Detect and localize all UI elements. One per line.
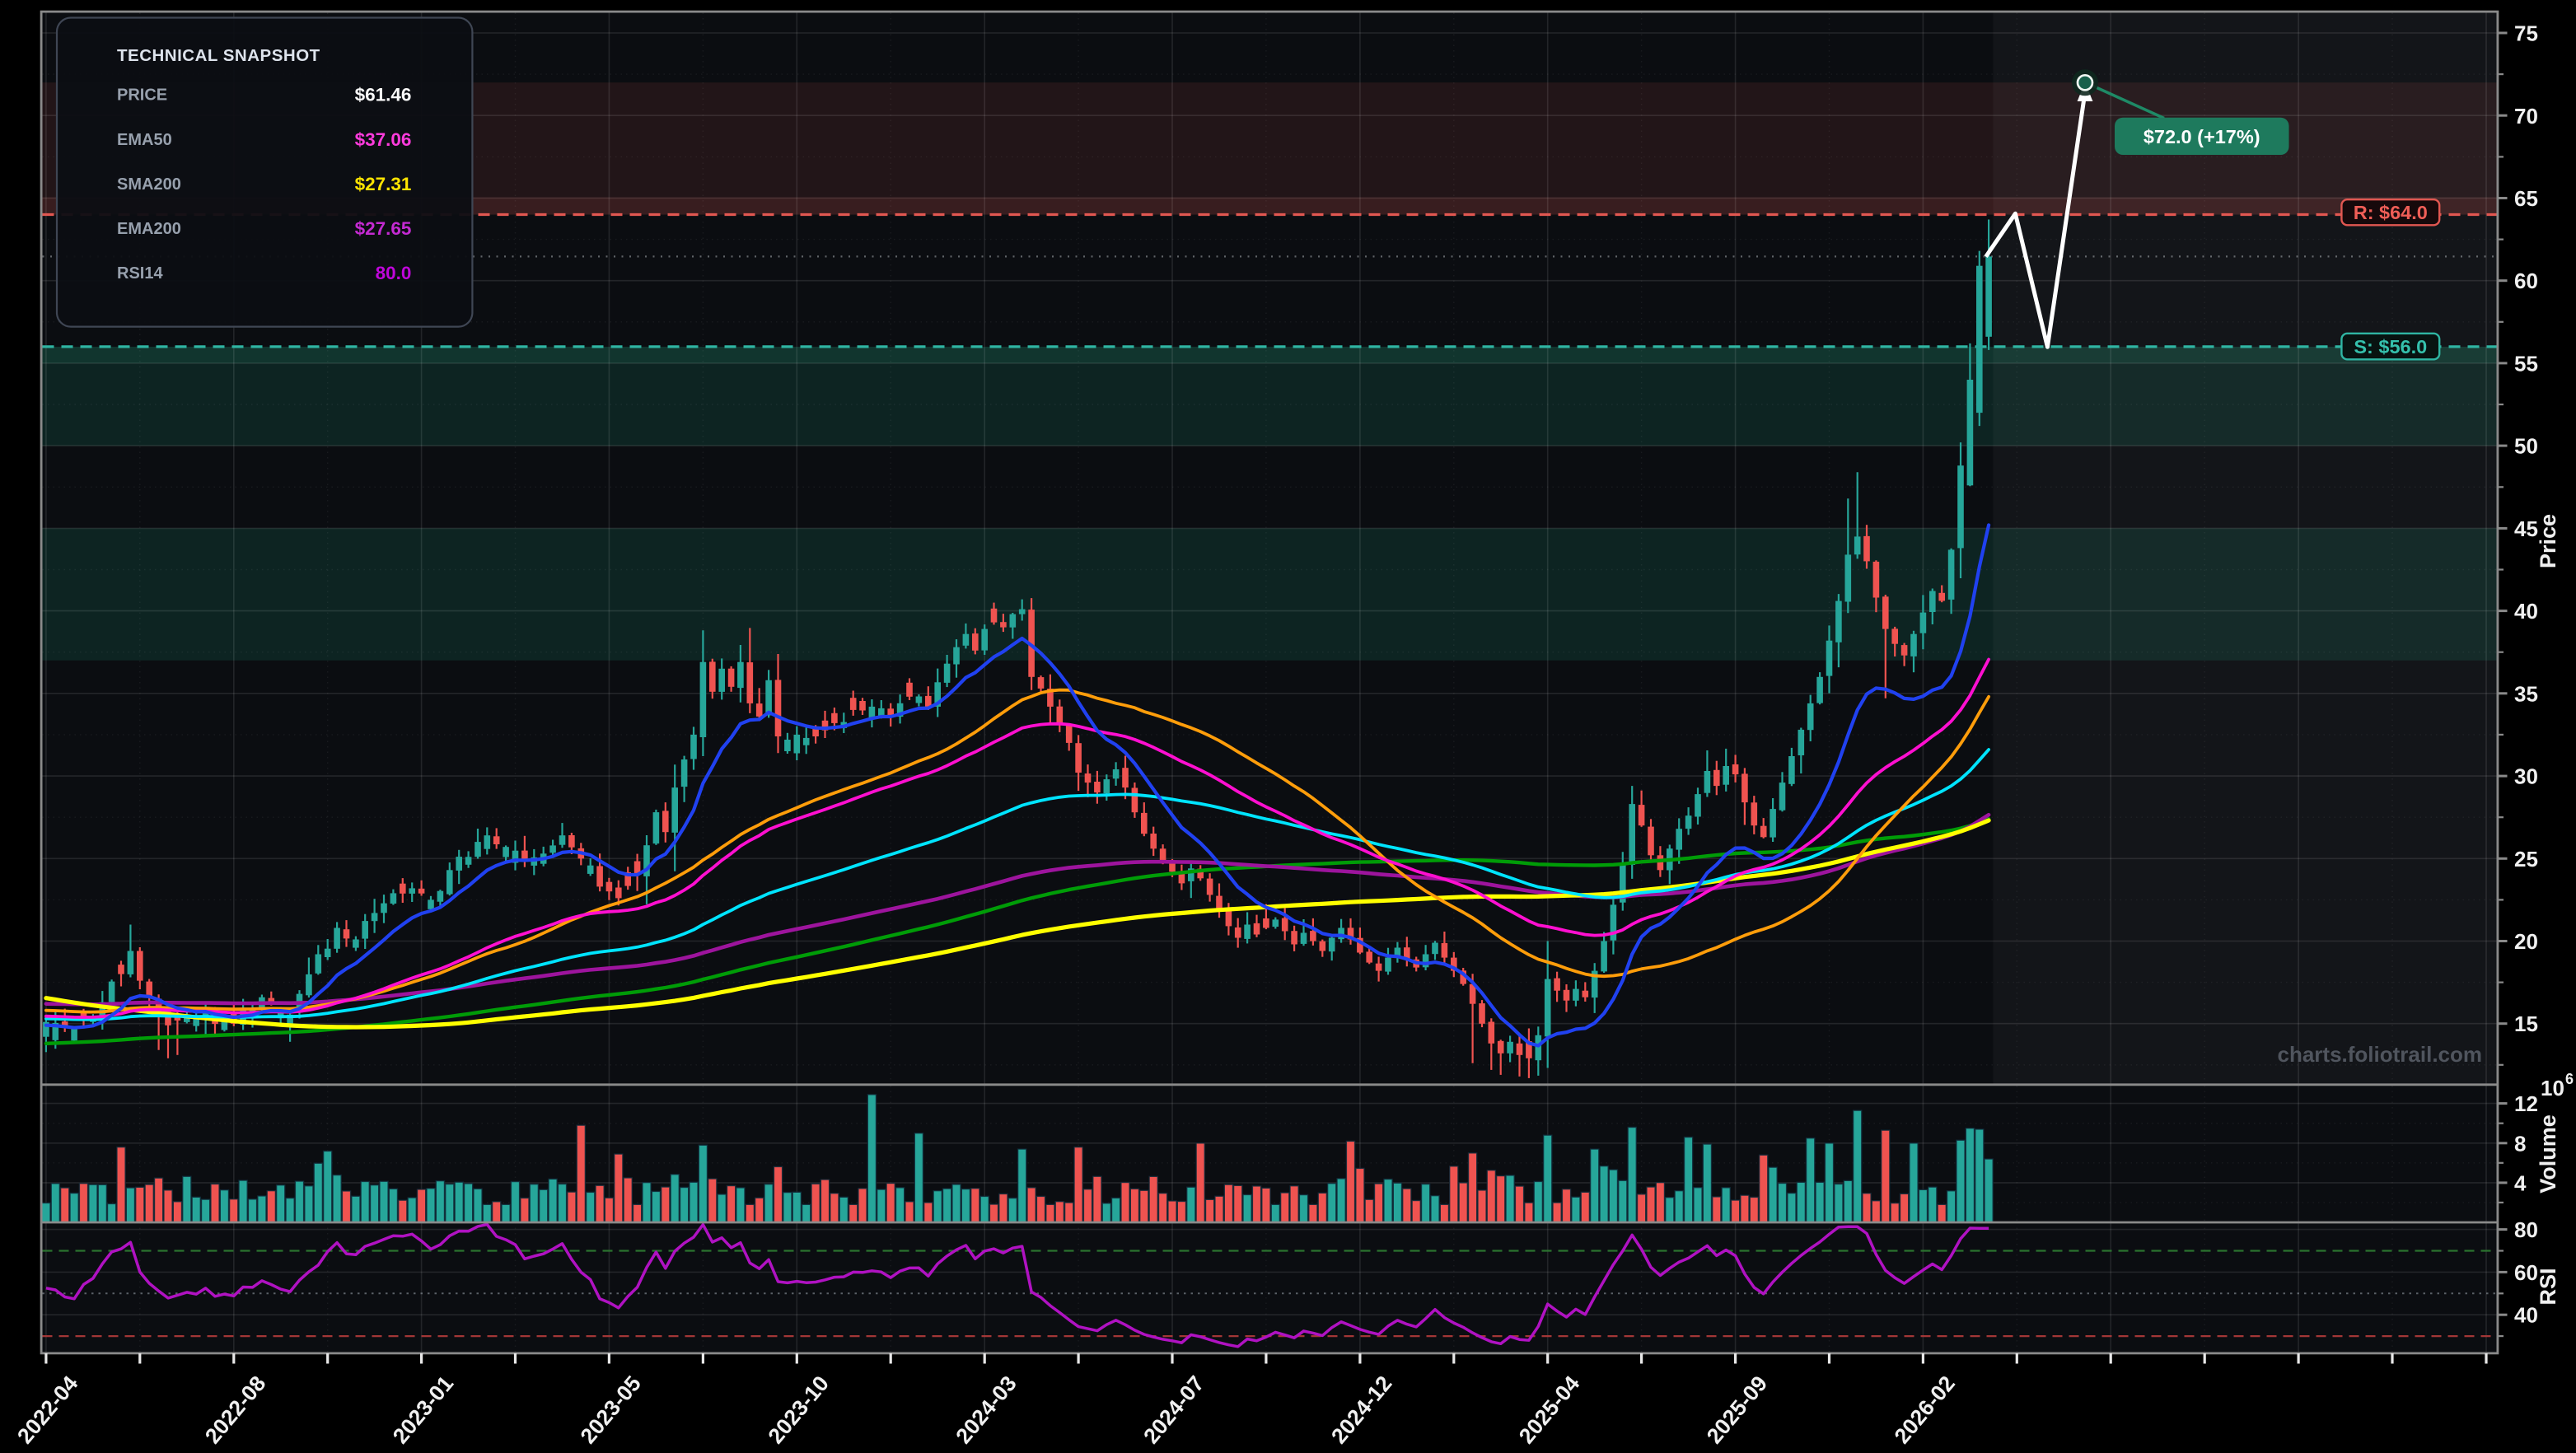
svg-text:20: 20 [2514,929,2538,954]
svg-text:TECHNICAL SNAPSHOT: TECHNICAL SNAPSHOT [117,46,320,65]
svg-text:EMA200: EMA200 [117,220,181,238]
svg-text:12: 12 [2514,1091,2538,1116]
svg-text:4: 4 [2514,1170,2527,1195]
svg-text:S: $56.0: S: $56.0 [2354,336,2427,357]
svg-text:R: $64.0: R: $64.0 [2354,202,2428,223]
svg-text:35: 35 [2514,681,2538,706]
svg-text:70: 70 [2514,104,2538,128]
svg-text:15: 15 [2514,1011,2538,1036]
svg-text:6: 6 [2565,1071,2574,1087]
svg-text:$27.65: $27.65 [355,218,412,239]
svg-text:45: 45 [2514,516,2538,541]
svg-text:$37.06: $37.06 [355,129,412,150]
svg-text:25: 25 [2514,847,2538,871]
svg-text:80: 80 [2514,1217,2538,1242]
svg-text:$72.0 (+17%): $72.0 (+17%) [2144,126,2260,147]
svg-text:SMA200: SMA200 [117,175,181,194]
svg-text:8: 8 [2514,1131,2526,1156]
svg-text:40: 40 [2514,599,2538,624]
svg-text:RSI14: RSI14 [117,264,163,283]
svg-text:50: 50 [2514,434,2538,459]
svg-text:EMA50: EMA50 [117,131,172,149]
svg-text:Price: Price [2536,514,2560,568]
svg-text:30: 30 [2514,764,2538,789]
svg-text:55: 55 [2514,351,2538,376]
svg-text:$61.46: $61.46 [355,85,412,105]
svg-text:10: 10 [2541,1076,2564,1100]
svg-text:Volume: Volume [2536,1114,2560,1194]
svg-text:65: 65 [2514,186,2538,211]
svg-text:80.0: 80.0 [376,263,412,283]
svg-text:40: 40 [2514,1303,2538,1328]
svg-text:RSI: RSI [2536,1268,2560,1305]
svg-text:60: 60 [2514,269,2538,293]
svg-text:PRICE: PRICE [117,86,167,105]
svg-text:60: 60 [2514,1260,2538,1285]
svg-text:$27.31: $27.31 [355,174,412,194]
svg-text:charts.foliotrail.com: charts.foliotrail.com [2278,1042,2483,1067]
svg-text:75: 75 [2514,21,2538,46]
